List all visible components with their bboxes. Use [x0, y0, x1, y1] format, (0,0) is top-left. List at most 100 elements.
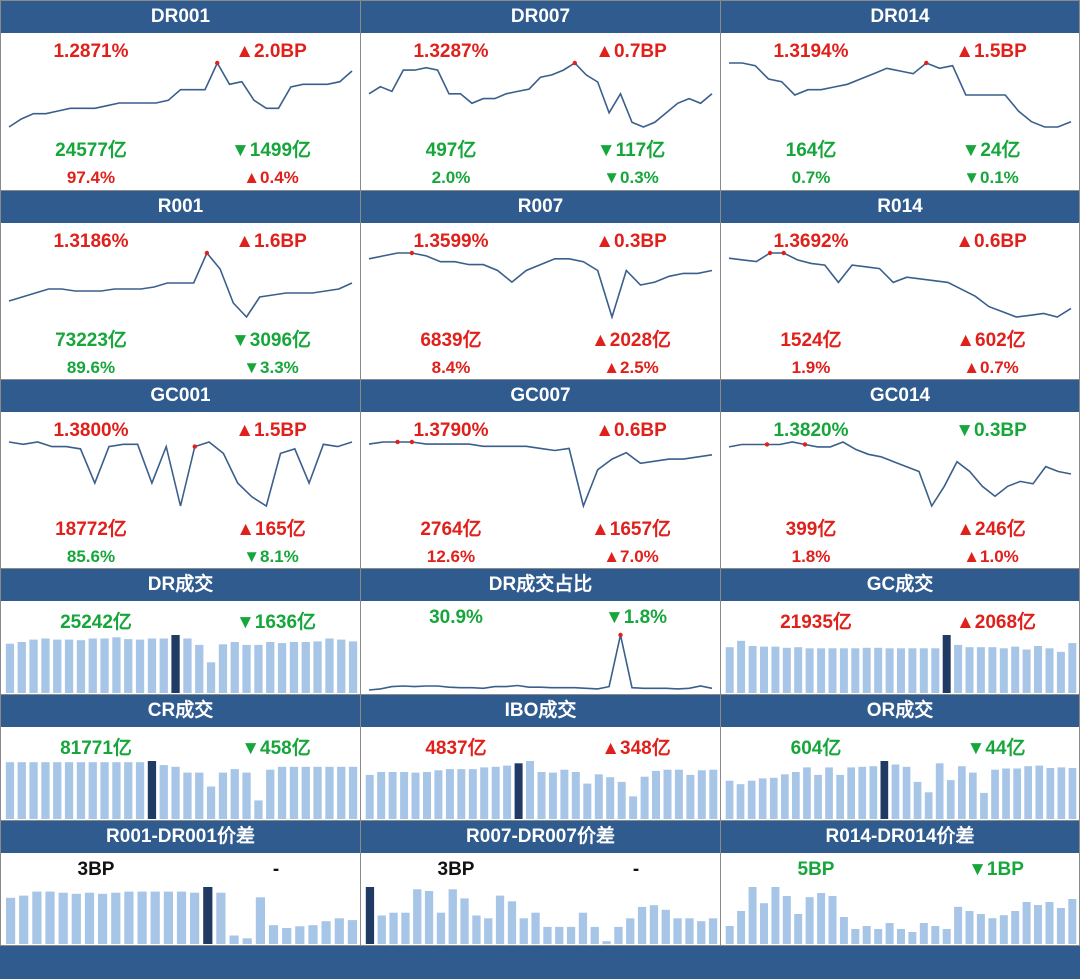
total-change: ▼44亿	[966, 738, 1026, 759]
small-6-bar	[216, 892, 226, 944]
volume-value: 18772亿	[55, 519, 127, 540]
gc001-latest-marker	[192, 444, 197, 449]
rate-value: 1.2871%	[53, 41, 129, 62]
share-change: ▼8.1%	[243, 547, 299, 566]
panel-title: DR成交占比	[361, 569, 720, 601]
small-2-bar	[919, 648, 928, 693]
volume-value: 2764亿	[420, 519, 482, 540]
volume-change: ▲165亿	[236, 519, 306, 540]
small-8-bar	[1034, 905, 1042, 944]
small-8-bar	[988, 918, 997, 944]
small-6-bar	[190, 892, 200, 944]
small-7-bar	[519, 918, 528, 944]
small-4-bar	[697, 770, 706, 819]
total-change: -	[272, 859, 280, 880]
total-value: 5BP	[797, 859, 835, 880]
small-7-bar	[448, 889, 457, 944]
panel-title: CR成交	[1, 695, 360, 727]
volume-change: ▲246亿	[956, 519, 1026, 540]
share-change: ▼0.3%	[603, 168, 659, 187]
small-2-bar	[817, 648, 826, 693]
small-6-bar	[347, 920, 357, 944]
rate-change: ▲1.5BP	[955, 41, 1027, 62]
volume-value: 73223亿	[55, 330, 127, 351]
rate-line-chart	[368, 60, 713, 128]
rate-change: ▲0.7BP	[595, 41, 667, 62]
small-4-bar	[640, 776, 649, 819]
small-3-bar	[159, 765, 168, 819]
small-8-bar	[1068, 899, 1077, 944]
small-0-bar	[218, 644, 228, 693]
total-change: -	[632, 859, 640, 880]
panel-r001: R001 1.3186% ▲1.6BP 73223亿 ▼3096亿 89.6% ▼3.3%	[0, 190, 361, 380]
panel-title: DR007	[361, 1, 720, 33]
small-2-bar	[862, 647, 871, 693]
share-change: ▲7.0%	[603, 547, 659, 566]
small-7-bar	[507, 901, 517, 945]
rate-change: ▲0.6BP	[955, 231, 1027, 252]
small-3-bar	[112, 762, 121, 819]
small-0-bar	[171, 635, 180, 693]
small-7-bar	[578, 912, 588, 945]
small-2-bar	[1045, 648, 1054, 693]
small-7-bar	[436, 912, 446, 945]
small-4-bar	[434, 770, 443, 819]
small-4-bar	[583, 783, 592, 819]
dr014-series-line	[729, 62, 1072, 128]
small-0-bar	[313, 641, 322, 693]
small-0-bar	[76, 640, 86, 693]
total-value: 3BP	[437, 859, 475, 880]
share-value: 97.4%	[66, 168, 116, 187]
small-0-bar	[88, 638, 97, 693]
small-7-bar	[626, 918, 635, 944]
small-6-bar	[58, 892, 68, 944]
small-3-bar	[254, 800, 263, 819]
small-2-bar	[988, 647, 997, 693]
small-3-bar	[53, 762, 62, 819]
small-2-bar	[1022, 649, 1031, 693]
small-4-bar	[365, 774, 374, 819]
bar-chart	[725, 761, 1077, 819]
small-5-bar	[1035, 765, 1044, 819]
small-8-bar	[794, 914, 803, 944]
small-8-bar	[725, 926, 734, 944]
small-3-bar	[29, 762, 38, 819]
small-5-bar	[736, 784, 745, 819]
rate-line-chart	[8, 250, 353, 319]
small-7-bar	[602, 941, 611, 945]
panel-dr007: DR007 1.3287% ▲0.7BP 497亿 ▼117亿 2.0% ▼0.3%	[360, 0, 721, 191]
small-0-bar	[183, 638, 192, 693]
small-6-bar	[334, 918, 344, 944]
panel-title: GC001	[1, 380, 360, 412]
rate-value: 1.3820%	[773, 420, 849, 441]
small-2-bar	[805, 648, 814, 693]
rate-change: ▼0.3BP	[955, 420, 1027, 441]
small-3-bar	[206, 786, 216, 819]
small-6-bar	[242, 938, 252, 944]
rate-value: 1.3790%	[413, 420, 489, 441]
small-8-bar	[839, 917, 848, 944]
small-2-bar	[1011, 646, 1020, 693]
small-4-bar	[571, 772, 580, 819]
small-2-bar	[760, 646, 768, 693]
small-0-bar	[5, 643, 15, 693]
panel-r007: R007 1.3599% ▲0.3BP 6839亿 ▲2028亿 8.4% ▲2.5%	[360, 190, 721, 380]
small-6-bar	[32, 891, 42, 944]
small-8-bar	[828, 896, 837, 944]
small-7-bar	[673, 918, 682, 944]
small-3-bar	[147, 761, 157, 819]
total-change: ▲348亿	[601, 738, 671, 759]
small-8-bar	[782, 896, 791, 944]
small-4-bar	[560, 769, 569, 819]
small-7-bar	[590, 926, 599, 944]
panel-title: GC014	[721, 380, 1079, 412]
small-2-bar	[976, 647, 985, 693]
small-7-bar	[637, 906, 647, 944]
small-6-bar	[163, 891, 173, 944]
rate-line-chart	[368, 250, 713, 320]
small-7-bar	[708, 918, 718, 944]
small-8-bar	[885, 923, 894, 944]
small-1-series-line	[368, 634, 713, 691]
small-5-bar	[913, 781, 922, 819]
small-3-bar	[88, 762, 97, 819]
